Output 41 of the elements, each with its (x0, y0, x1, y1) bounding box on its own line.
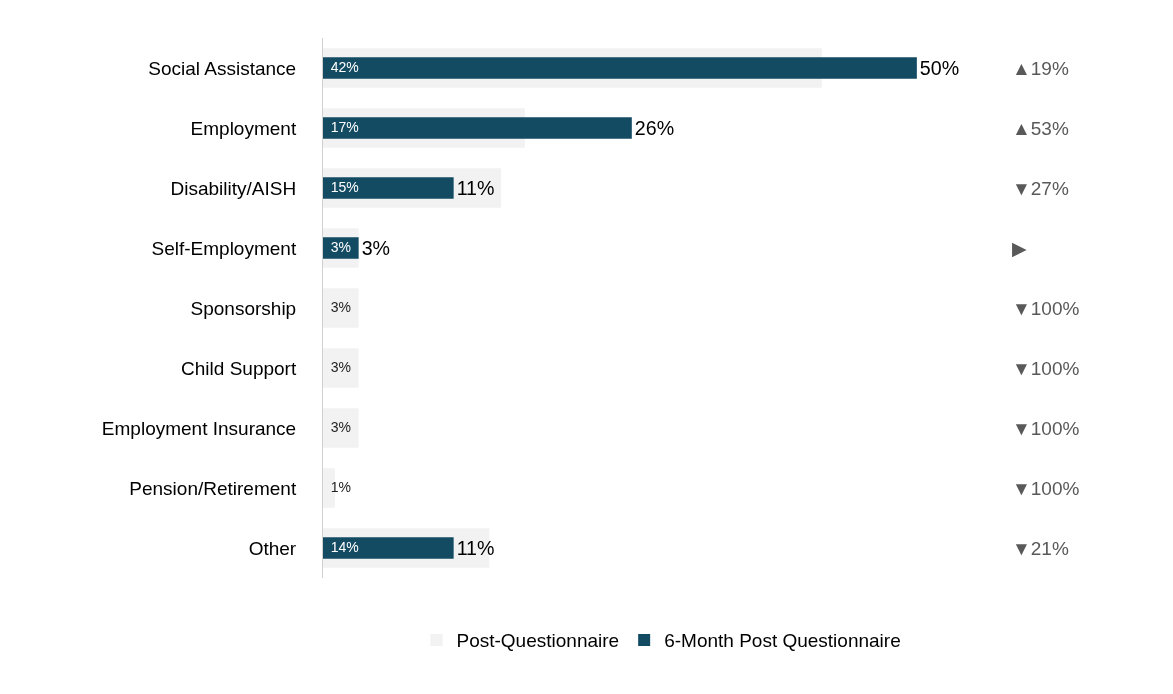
data-label: 3% (323, 418, 352, 435)
y-tick-label: Other (248, 537, 297, 559)
data-label: 26% (634, 116, 675, 139)
y-tick-label: Employment (190, 117, 297, 139)
y-tick-label: Employment Insurance (101, 417, 297, 439)
legend-label: 6-Month Post Questionnaire (664, 630, 901, 652)
data-label: 42% (323, 58, 359, 75)
y-tick-label: Disability/AISH (170, 177, 297, 199)
data-label: 15% (323, 178, 359, 195)
bar (323, 288, 359, 328)
text: ▼100% (1012, 418, 1080, 439)
data-label: 14% (323, 538, 359, 555)
bar (323, 177, 454, 199)
data-label: 3% (323, 358, 352, 375)
y-tick-label: Social Assistance (148, 57, 297, 79)
data-label: 11% (456, 536, 495, 559)
data-label: 3% (323, 238, 352, 255)
text: ▼21% (1012, 538, 1069, 559)
data-label: 3% (323, 298, 352, 315)
bar (323, 117, 632, 139)
data-label: 11% (456, 176, 495, 199)
data-label: 17% (323, 118, 359, 135)
legend-label: Post-Questionnaire (456, 630, 620, 652)
text: ▼100% (1012, 358, 1080, 379)
bar (323, 408, 359, 448)
bar (323, 348, 359, 388)
y-tick-label: Self-Employment (151, 237, 297, 259)
bar (323, 537, 454, 559)
text: ▼27% (1012, 178, 1069, 199)
data-label: 3% (361, 236, 391, 259)
text: ▲53% (1012, 118, 1069, 139)
text: ▶ (1012, 238, 1027, 259)
text: ▼100% (1012, 298, 1080, 319)
y-tick-label: Child Support (181, 357, 297, 379)
data-label: 1% (323, 478, 352, 495)
data-label: 50% (919, 56, 960, 79)
bar (323, 57, 917, 79)
text: ▲19% (1012, 58, 1069, 79)
text: ▼100% (1012, 478, 1080, 499)
y-tick-label: Sponsorship (190, 297, 297, 319)
y-tick-label: Pension/Retirement (129, 477, 297, 499)
